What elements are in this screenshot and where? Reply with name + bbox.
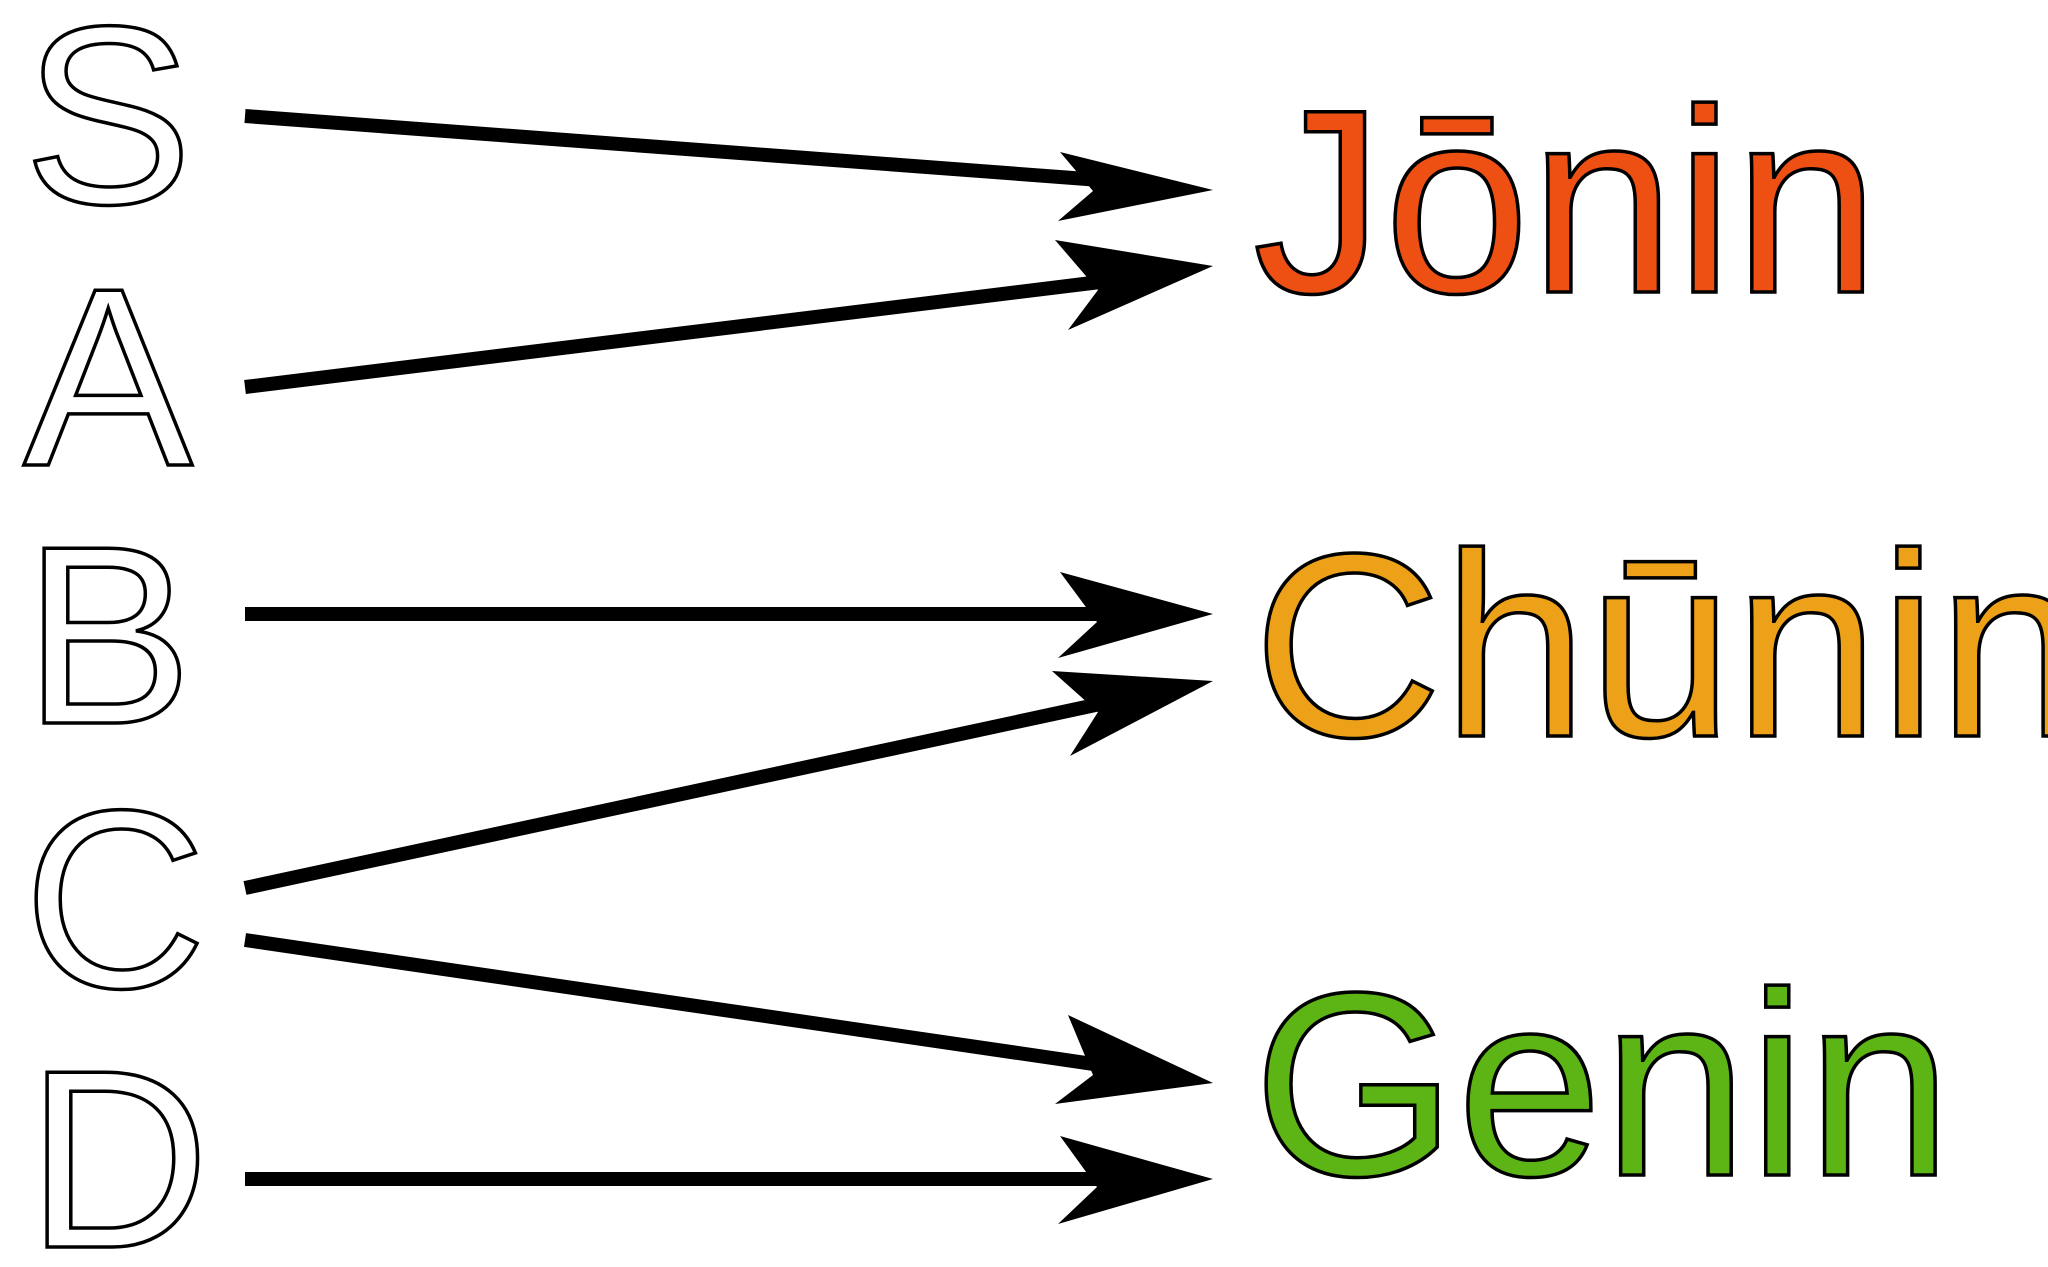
arrow-shaft bbox=[243, 933, 1102, 1072]
rank-letter-b: B bbox=[23, 493, 192, 777]
arrow-head-icon bbox=[1058, 152, 1213, 221]
arrow-s-to-jonin bbox=[244, 109, 1213, 221]
arrow-d-to-genin bbox=[245, 1136, 1213, 1224]
rank-letter-a: A bbox=[23, 235, 192, 519]
mapping-arrows bbox=[243, 109, 1213, 1224]
arrow-b-to-chunin bbox=[245, 572, 1213, 658]
level-column: Jōnin Chūnin Genin bbox=[1251, 53, 2048, 1233]
arrow-head-icon bbox=[1052, 671, 1213, 756]
level-genin: Genin bbox=[1253, 938, 1952, 1231]
arrow-head-icon bbox=[1058, 1136, 1213, 1224]
level-jonin: Jōnin bbox=[1253, 55, 1879, 348]
arrow-a-to-jonin bbox=[244, 240, 1213, 394]
arrow-shaft bbox=[243, 697, 1102, 895]
rank-letter-c: C bbox=[23, 757, 206, 1041]
arrow-head-icon bbox=[1055, 1015, 1213, 1104]
arrow-shaft bbox=[244, 109, 1101, 187]
rank-letter-s: S bbox=[23, 0, 192, 257]
rank-letter-d: D bbox=[26, 1017, 209, 1267]
arrow-shaft bbox=[244, 275, 1101, 394]
arrow-c-to-chunin bbox=[243, 671, 1213, 895]
arrow-c-to-genin bbox=[243, 933, 1213, 1104]
arrow-head-icon bbox=[1055, 240, 1213, 330]
arrow-head-icon bbox=[1058, 572, 1213, 658]
rank-column: S A B C D bbox=[22, 0, 212, 1267]
level-chunin: Chūnin bbox=[1253, 499, 2048, 792]
